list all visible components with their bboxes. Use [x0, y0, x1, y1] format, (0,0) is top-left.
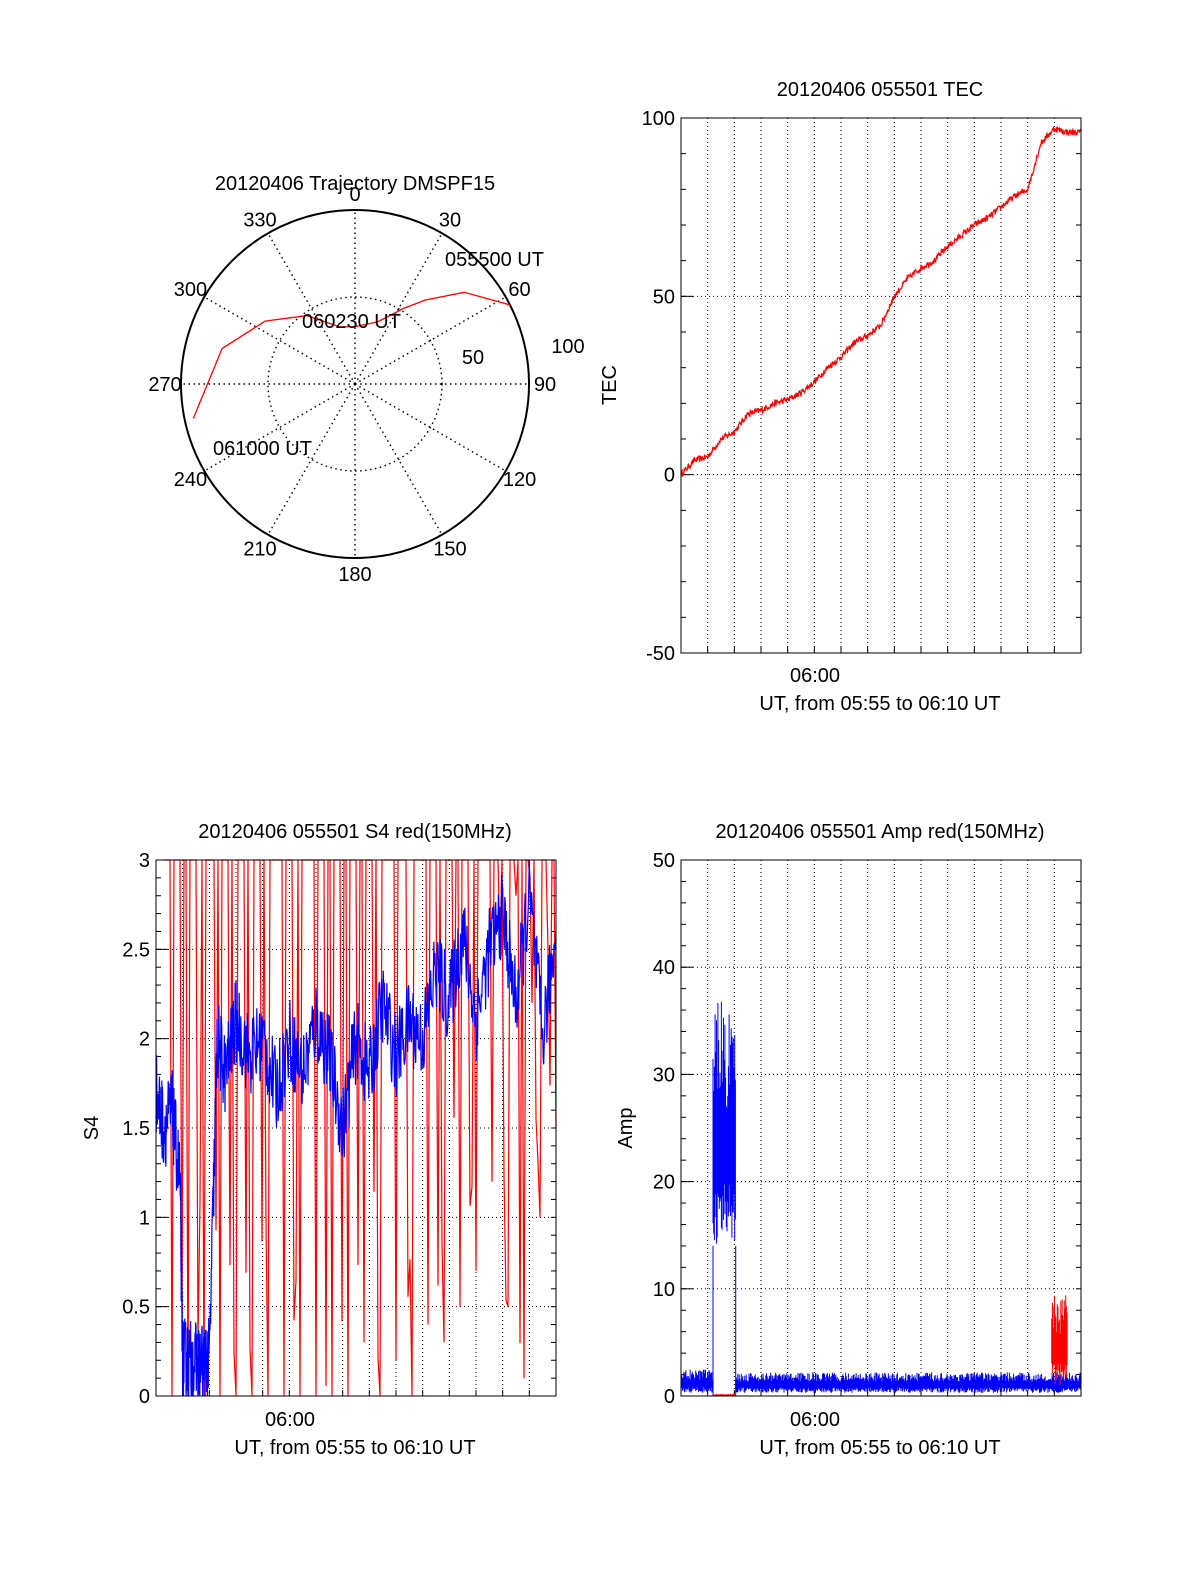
polar-azimuth-label-180: 180	[338, 564, 371, 586]
tec-grid	[681, 118, 1081, 653]
amp-ytick-label-4: 40	[653, 957, 675, 979]
polar-azimuth-label-30: 30	[439, 209, 461, 231]
amp-ytick-label-0: 0	[664, 1386, 675, 1408]
polar-spoke-330	[267, 232, 356, 385]
polar-spoke-150	[354, 383, 443, 536]
amp-series-0-band-1	[712, 1001, 737, 1396]
polar-spoke-120	[354, 383, 507, 472]
polar-spoke-30	[354, 232, 443, 385]
amp-ytick-label-1: 10	[653, 1279, 675, 1301]
tec-ytick-label-0: -50	[646, 643, 675, 665]
polar-azimuth-label-330: 330	[243, 209, 276, 231]
tec-title: 20120406 055501 TEC	[777, 79, 983, 101]
amp-title: 20120406 055501 Amp red(150MHz)	[715, 821, 1044, 843]
amp-series-1-band-0	[712, 1393, 736, 1396]
polar-azimuth-label-60: 60	[508, 279, 530, 301]
polar-spoke-210	[267, 383, 356, 536]
polar-spoke-60	[354, 296, 507, 385]
polar-azimuth-label-270: 270	[148, 374, 181, 396]
s4-panel: 20120406 055501 S4 red(150MHz) S4 UT, fr…	[81, 821, 557, 1459]
polar-azimuth-label-120: 120	[503, 469, 536, 491]
polar-annotation-mid: 060230 UT	[302, 311, 401, 333]
polar-panel: 20120406 Trajectory DMSPF15 0 30 60 90 120 15…	[148, 173, 584, 586]
s4-series-1	[155, 859, 557, 1397]
polar-azimuth-label-0: 0	[349, 184, 360, 206]
amp-xtick-label: 06:00	[790, 1409, 840, 1431]
s4-ytick-label-1: 0.5	[122, 1297, 150, 1319]
polar-spoke-240	[203, 383, 356, 472]
s4-xlabel: UT, from 05:55 to 06:10 UT	[234, 1437, 475, 1459]
tec-y-ticks: -50 0 50 100	[642, 108, 1081, 665]
amp-series-0-band-0	[680, 1369, 713, 1393]
tec-ylabel: TEC	[599, 365, 621, 405]
tec-series	[680, 125, 1082, 478]
tec-plot-frame	[680, 117, 1082, 654]
polar-outer-ring	[180, 209, 530, 559]
polar-title: 20120406 Trajectory DMSPF15	[215, 173, 495, 195]
tec-ytick-label-1: 0	[664, 465, 675, 487]
amp-series	[680, 1001, 1082, 1396]
amp-ytick-label-5: 50	[653, 850, 675, 872]
amp-xlabel: UT, from 05:55 to 06:10 UT	[759, 1437, 1000, 1459]
polar-trajectory-line	[192, 291, 511, 419]
tec-xtick-label: 06:00	[790, 665, 840, 687]
s4-ytick-label-3: 1.5	[122, 1118, 150, 1140]
s4-title: 20120406 055501 S4 red(150MHz)	[198, 821, 512, 843]
tec-ytick-label-2: 50	[653, 286, 675, 308]
polar-annotation-end: 061000 UT	[213, 438, 312, 460]
amp-ytick-label-3: 30	[653, 1064, 675, 1086]
tec-panel: 20120406 055501 TEC TEC UT, from 05:55 t…	[599, 79, 1082, 715]
polar-spoke-300	[203, 296, 356, 385]
s4-ytick-label-0: 0	[139, 1386, 150, 1408]
amp-ylabel: Amp	[615, 1107, 637, 1148]
polar-radial-tick-100: 100	[551, 336, 584, 358]
polar-azimuth-label-150: 150	[433, 539, 466, 561]
polar-azimuth-label-210: 210	[243, 539, 276, 561]
amp-ytick-label-2: 20	[653, 1172, 675, 1194]
polar-azimuth-labels: 0 30 60 90 120 150 180 210 240 270 300 330	[148, 184, 556, 586]
polar-azimuth-label-240: 240	[174, 469, 207, 491]
s4-xtick-label: 06:00	[265, 1409, 315, 1431]
tec-series-0	[680, 125, 1082, 478]
amp-panel: 20120406 055501 Amp red(150MHz) Amp UT, …	[615, 821, 1082, 1459]
amp-grid	[681, 860, 1081, 1396]
s4-ytick-label-4: 2	[139, 1029, 150, 1051]
amp-plot-frame	[680, 859, 1082, 1397]
tec-xlabel: UT, from 05:55 to 06:10 UT	[759, 693, 1000, 715]
s4-ytick-label-5: 2.5	[122, 939, 150, 961]
polar-grid	[181, 210, 529, 558]
s4-ytick-label-2: 1	[139, 1207, 150, 1229]
amp-series-1-band-1	[1051, 1295, 1068, 1385]
polar-radial-tick-50: 50	[462, 347, 484, 369]
amp-y-ticks: 0 10 20 30 40 50	[653, 850, 1081, 1408]
polar-azimuth-label-300: 300	[174, 279, 207, 301]
polar-grid-circle-50	[267, 296, 443, 472]
polar-annotation-start: 055500 UT	[445, 249, 544, 271]
s4-ytick-label-6: 3	[139, 850, 150, 872]
polar-azimuth-label-90: 90	[534, 374, 556, 396]
s4-ylabel: S4	[81, 1116, 103, 1140]
amp-series-0-band-2	[735, 1372, 1082, 1393]
tec-ytick-label-3: 100	[642, 108, 675, 130]
s4-plot-frame	[155, 859, 557, 1397]
